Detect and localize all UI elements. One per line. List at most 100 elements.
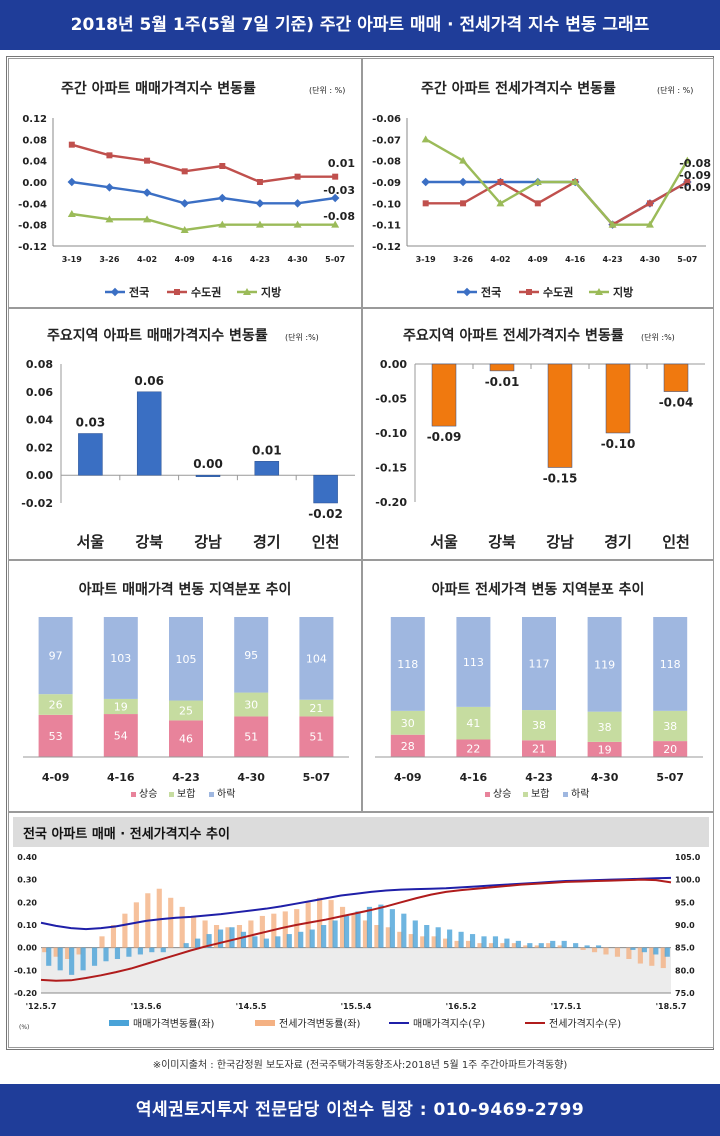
data-point (218, 193, 227, 203)
legend-marker (110, 287, 120, 297)
rate-bar (99, 936, 105, 948)
stacked-segment (234, 617, 269, 693)
bar (663, 363, 689, 392)
stacked-segment (587, 741, 622, 757)
bar (313, 474, 338, 504)
x-tick-label: 3-26 (453, 255, 473, 264)
rate-bar (477, 943, 483, 948)
legend-label: 지방 (613, 285, 633, 299)
rate-bar (465, 940, 472, 948)
rate-bar (122, 913, 128, 948)
rate-bar (80, 947, 86, 971)
rate-bar (149, 947, 155, 953)
y-tick-label: 0.00 (26, 469, 53, 482)
stacked-segment (169, 617, 203, 701)
panel-sale-weekly: 주간 아파트 매매가격지수 변동률 (단위 : %) 0.12 0.08 0.04 0… (8, 58, 362, 308)
rate-bar (630, 947, 636, 950)
value-label: -0.01 (485, 375, 520, 389)
chart-title: 주요지역 아파트 매매가격지수 변동률 (47, 327, 268, 344)
segment-label: 30 (401, 717, 415, 730)
rate-bar (500, 943, 506, 948)
value-label: 0.03 (76, 416, 106, 430)
rate-bar (389, 909, 395, 948)
category-label: 4-09 (42, 771, 70, 784)
x-tick-label: 4-09 (528, 255, 548, 264)
data-point (331, 220, 340, 228)
segment-label: 22 (466, 742, 480, 755)
y-tick-label: -0.12 (18, 242, 47, 253)
value-label: 0.01 (252, 443, 282, 457)
chart-title: 아파트 전세가격 변동 지역분포 추이 (432, 581, 645, 598)
jeonse-distribution-stacked-chart: 아파트 전세가격 변동 지역분포 추이 28 30 118 4-09 22 41 113 4-… (375, 581, 703, 800)
rate-bar (282, 911, 288, 948)
x-tick-label: 4-02 (137, 255, 157, 264)
stacked-segment (653, 710, 688, 742)
rate-bar (515, 940, 521, 948)
y-tick-label: -0.05 (375, 393, 407, 406)
segment-label: 30 (244, 699, 258, 712)
jeonse-regional-bar-chart: 주요지역 아파트 전세가격지수 변동률 (단위 :%) 0.00 -0.05 -0.… (375, 327, 705, 551)
bar (605, 363, 631, 434)
segment-label: 19 (114, 700, 128, 713)
y-tick-label: -0.02 (21, 497, 53, 510)
series-line-1 (71, 180, 336, 205)
contact-text: 역세권토지투자 전문담당 이천수 팀장 : 010-9469-2799 (135, 1100, 585, 1120)
rate-bar (385, 927, 391, 948)
rate-bar (366, 906, 373, 948)
rate-bar (53, 947, 59, 957)
legend-marker (595, 288, 603, 295)
value-label: -0.15 (543, 472, 578, 486)
value-label: 0.06 (134, 374, 164, 388)
rate-bar (573, 943, 579, 948)
segment-label: 38 (663, 720, 677, 733)
data-point (683, 156, 692, 164)
rate-bar (133, 902, 139, 948)
segment-label: 104 (306, 652, 327, 665)
rate-bar (137, 947, 143, 955)
legend-marker (462, 287, 472, 297)
bar (136, 391, 162, 476)
value-label: -0.02 (308, 507, 343, 521)
bar (431, 363, 457, 427)
category-label: 강남 (546, 533, 574, 551)
legend-label: 매매가격변동률(좌) (133, 1017, 215, 1030)
y-tick-label: 0.02 (26, 441, 53, 454)
y-tick-label: 0.04 (26, 414, 53, 427)
y-tick-label: -0.07 (372, 135, 401, 146)
unit-note: (단위 :%) (641, 332, 675, 342)
y-left-tick-label: 0.40 (17, 853, 37, 862)
legend-label: 하락 (571, 787, 589, 800)
segment-label: 54 (114, 730, 128, 743)
data-point (180, 199, 189, 208)
data-point (422, 200, 429, 207)
footer-banner: 역세권토지투자 전문담당 이천수 팀장 : 010-9469-2799 (0, 1084, 720, 1136)
source-note: ※이미지출처 : 한국감정원 보도자료 (전국주택가격동향조사:2018년 5월… (152, 1060, 568, 1071)
segment-label: 51 (244, 731, 258, 744)
y-right-tick-label: 80.0 (675, 966, 695, 975)
rate-bar (183, 943, 189, 948)
segment-label: 113 (463, 656, 484, 669)
rate-bar (321, 925, 327, 948)
data-point (459, 156, 468, 164)
category-label: 5-07 (656, 771, 684, 784)
chart-title: 주간 아파트 매매가격지수 변동률 (61, 80, 256, 97)
stacked-segment (169, 720, 203, 757)
data-point (67, 177, 77, 187)
segment-label: 119 (594, 658, 615, 671)
header-banner: 2018년 5월 1주(5월 7일 기준) 주간 아파트 매매 · 전세가격 지… (0, 0, 720, 50)
stacked-segment (299, 617, 334, 700)
x-tick-label: '18.5.7 (656, 1002, 687, 1011)
data-point (142, 188, 152, 197)
rate-bar (298, 931, 304, 948)
x-tick-label: 3-19 (62, 255, 82, 264)
data-point (219, 163, 226, 169)
rate-bar (91, 947, 98, 966)
rate-bar (614, 947, 621, 957)
bar (78, 433, 103, 476)
rate-bar (458, 931, 464, 948)
rate-bar (343, 915, 350, 948)
y-tick-label: -0.08 (372, 157, 401, 168)
rate-bar (584, 945, 590, 948)
data-point (533, 178, 542, 185)
y-left-tick-label: 0.10 (17, 921, 37, 930)
